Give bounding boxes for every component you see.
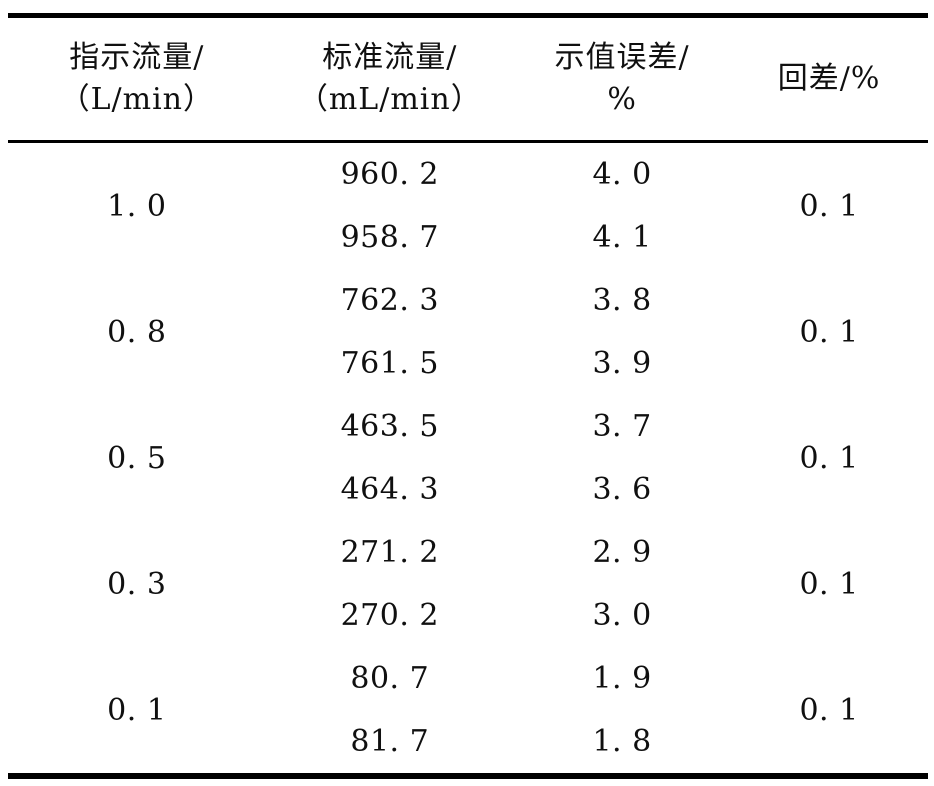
col-header-indication-error-line1: 示值误差/: [554, 40, 690, 75]
col-header-standard-flow-line2: （mL/min）: [297, 82, 482, 117]
col-header-hysteresis-line1: 回差/%: [777, 61, 881, 96]
table-row: 0. 3 271. 2 2. 9 0. 1: [8, 521, 928, 602]
table-row: 0. 8 762. 3 3. 8 0. 1: [8, 269, 928, 350]
table-row: 958. 7 4. 1: [8, 206, 928, 269]
indication-error-value: 1. 9: [592, 661, 652, 696]
table-row: 0. 1 80. 7 1. 9 0. 1: [8, 647, 928, 728]
table-row: 81. 7 1. 8: [8, 710, 928, 776]
standard-flow-value: 463. 5: [340, 409, 439, 444]
standard-flow-value: 81. 7: [350, 724, 430, 759]
standard-flow-value: 960. 2: [340, 157, 439, 192]
standard-flow-value: 762. 3: [340, 283, 439, 318]
flow-calibration-table: 指示流量/ （L/min） 标准流量/ （mL/min） 示值误差/ % 回差/…: [8, 13, 928, 779]
col-header-indication-error-line2: %: [607, 82, 637, 117]
col-header-indicated-flow: 指示流量/ （L/min）: [8, 16, 266, 142]
standard-flow-value: 464. 3: [340, 472, 439, 507]
indication-error-value: 1. 8: [592, 724, 652, 759]
indicated-flow-value: 0. 1: [107, 692, 167, 728]
hysteresis-value: 0. 1: [799, 440, 859, 476]
indicated-flow-value: 0. 3: [107, 566, 167, 602]
standard-flow-value: 958. 7: [340, 220, 439, 255]
standard-flow-value: 270. 2: [340, 598, 439, 633]
hysteresis-value: 0. 1: [799, 314, 859, 350]
col-header-indicated-flow-line2: （L/min）: [59, 82, 214, 117]
table-row: 1. 0 960. 2 4. 0 0. 1: [8, 142, 928, 224]
standard-flow-value: 80. 7: [350, 661, 430, 696]
table-row: 270. 2 3. 0: [8, 584, 928, 647]
indication-error-value: 3. 9: [592, 346, 652, 381]
indication-error-value: 4. 1: [592, 220, 652, 255]
hysteresis-value: 0. 1: [799, 692, 859, 728]
col-header-hysteresis: 回差/%: [730, 16, 928, 142]
indication-error-value: 3. 8: [592, 283, 652, 318]
header-row: 指示流量/ （L/min） 标准流量/ （mL/min） 示值误差/ % 回差/…: [8, 16, 928, 142]
col-header-indicated-flow-line1: 指示流量/: [69, 40, 205, 75]
col-header-standard-flow-line1: 标准流量/: [322, 40, 458, 75]
indicated-flow-value: 0. 8: [107, 314, 167, 350]
indication-error-value: 2. 9: [592, 535, 652, 570]
standard-flow-value: 761. 5: [340, 346, 439, 381]
indication-error-value: 3. 0: [592, 598, 652, 633]
indication-error-value: 3. 6: [592, 472, 652, 507]
hysteresis-value: 0. 1: [799, 188, 859, 224]
indication-error-value: 4. 0: [592, 157, 652, 192]
standard-flow-value: 271. 2: [340, 535, 439, 570]
table-row: 761. 5 3. 9: [8, 332, 928, 395]
indication-error-value: 3. 7: [592, 409, 652, 444]
table-row: 0. 5 463. 5 3. 7 0. 1: [8, 395, 928, 476]
indicated-flow-value: 0. 5: [107, 440, 167, 476]
hysteresis-value: 0. 1: [799, 566, 859, 602]
indicated-flow-value: 1. 0: [107, 188, 167, 224]
table-row: 464. 3 3. 6: [8, 458, 928, 521]
col-header-standard-flow: 标准流量/ （mL/min）: [266, 16, 514, 142]
col-header-indication-error: 示值误差/ %: [514, 16, 730, 142]
flow-calibration-table-wrap: 指示流量/ （L/min） 标准流量/ （mL/min） 示值误差/ % 回差/…: [8, 13, 928, 779]
